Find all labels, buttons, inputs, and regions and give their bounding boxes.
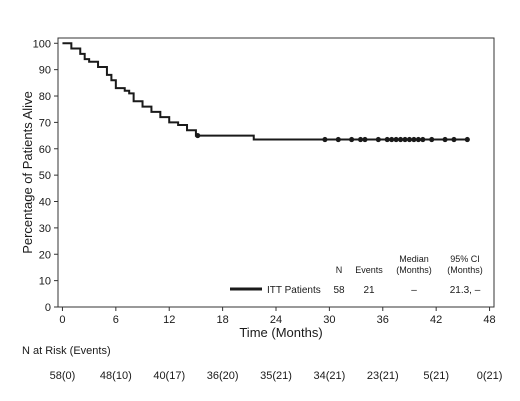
x-tick-label: 30 [323, 314, 335, 326]
legend-events-value: 21 [363, 285, 375, 296]
censor-mark [420, 136, 426, 143]
censor-mark [397, 136, 404, 143]
legend-ci-value: 21.3, – [450, 285, 481, 296]
y-tick-label: 40 [39, 197, 51, 209]
censor-mark [357, 136, 364, 143]
at-risk-value: 0(21) [476, 370, 503, 382]
censor-mark [415, 136, 421, 143]
censor-mark [451, 136, 457, 143]
y-tick-label: 30 [39, 223, 51, 235]
censor-mark [322, 136, 328, 143]
x-tick-label: 0 [59, 314, 65, 326]
y-axis-title: Percentage of Patients Alive [20, 91, 35, 254]
legend-n-value: 58 [333, 285, 345, 296]
legend-n-header: N [336, 265, 343, 275]
y-tick-label: 20 [39, 249, 51, 261]
at-risk-value: 40(17) [153, 370, 186, 382]
y-tick-label: 100 [33, 38, 51, 50]
at-risk-value: 5(21) [423, 370, 449, 382]
legend-ci-header: 95% CI [450, 254, 480, 264]
y-tick-label: 50 [39, 170, 51, 182]
censor-mark [429, 136, 435, 143]
x-tick-label: 42 [430, 314, 442, 326]
legend-median-header: Median [399, 254, 429, 264]
censor-mark [406, 136, 413, 143]
x-tick-label: 48 [483, 314, 495, 326]
censor-mark [389, 136, 395, 143]
at-risk-title: N at Risk (Events) [22, 345, 111, 357]
censor-mark [442, 136, 448, 143]
at-risk-value: 35(21) [260, 370, 292, 382]
y-tick-label: 10 [39, 276, 51, 288]
censor-mark [402, 136, 408, 143]
legend-median-value: – [411, 285, 417, 296]
at-risk-value: 48(10) [99, 370, 132, 382]
y-tick-label: 70 [39, 117, 51, 129]
y-tick-label: 80 [39, 91, 51, 103]
legend-events-header: Events [355, 265, 383, 275]
censor-mark [362, 136, 368, 143]
x-tick-label: 6 [113, 314, 119, 326]
y-tick-label: 0 [45, 302, 51, 314]
censor-mark [349, 136, 355, 143]
legend-ci-header-unit: (Months) [447, 265, 483, 275]
censor-mark [393, 136, 399, 143]
legend-series-label: ITT Patients [267, 285, 321, 296]
at-risk-value: 36(20) [206, 370, 239, 382]
censor-mark [335, 136, 341, 143]
at-risk-value: 23(21) [366, 370, 399, 382]
chart-marks [62, 42, 470, 143]
censor-mark [195, 132, 201, 139]
x-tick-label: 18 [216, 314, 228, 326]
x-axis-title: Time (Months) [239, 325, 322, 340]
at-risk-value: 34(21) [313, 370, 346, 382]
x-tick-label: 36 [377, 314, 389, 326]
y-tick-label: 60 [39, 144, 51, 156]
x-tick-label: 24 [270, 314, 282, 326]
censor-mark [411, 136, 417, 143]
chart-axes: 0 10 20 30 40 50 60 70 80 90 100 0 6 12 18 24 30 36 42 48 Ti… [20, 37, 496, 340]
legend-median-header-unit: (Months) [396, 265, 432, 275]
at-risk-value: 58(0) [49, 370, 76, 382]
censor-mark [464, 136, 470, 143]
censor-mark [384, 136, 390, 143]
censor-mark [375, 136, 381, 143]
series-line [62, 42, 468, 141]
y-tick-label: 90 [39, 65, 51, 77]
x-tick-label: 12 [163, 314, 175, 326]
